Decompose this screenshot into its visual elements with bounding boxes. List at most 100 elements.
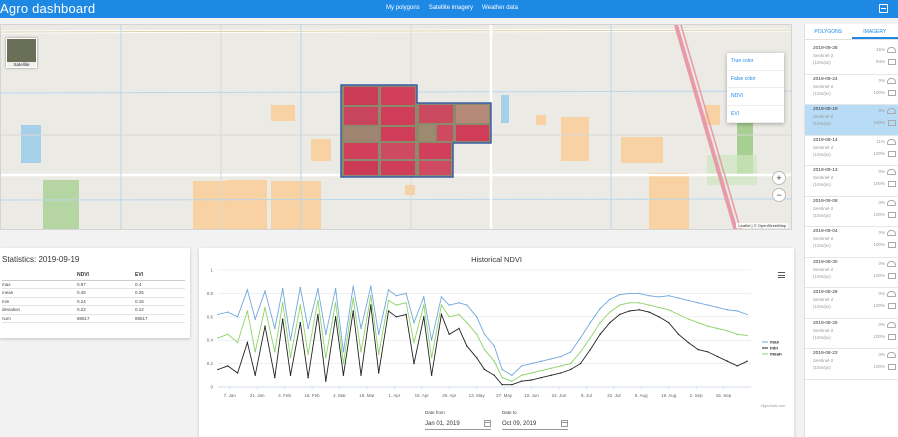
layer-false-color[interactable]: False color	[727, 71, 784, 88]
valid-data-coverage: 100%	[873, 333, 885, 339]
legend-label-mean: mean	[770, 352, 782, 357]
calendar-icon[interactable]	[561, 420, 568, 427]
image-satellite: Sentinel-2	[813, 83, 834, 89]
imagery-list-item[interactable]: 2019-08-28 Sentinel-2 (10m/px) 0% 100%	[805, 288, 898, 319]
imagery-list-item[interactable]: 2019-08-30 Sentinel-2 (10m/px) 0% 100%	[805, 258, 898, 288]
data-point-max	[599, 307, 601, 310]
data-point-min	[521, 380, 523, 382]
tab-imagery[interactable]: IMAGERY	[851, 24, 898, 39]
imagery-list-item[interactable]: 2019-09-04 Sentinel-2 (10m/px) 0% 100%	[805, 227, 898, 258]
imagery-list-item[interactable]: 2019-09-08 Sentinel-2 (10m/px) 0% 100%	[805, 197, 898, 227]
imagery-list-item[interactable]: 2019-09-19 Sentinel-2 (10m/px) 0% 100%	[805, 105, 898, 136]
image-resolution: (10m/px)	[813, 273, 831, 279]
cloud-icon	[887, 169, 896, 175]
imagery-list-item[interactable]: 2019-08-23 Sentinel-2 (10m/px) 0% 100%	[805, 349, 898, 380]
data-point-mean	[307, 353, 309, 355]
data-point-mean	[483, 348, 486, 351]
valid-data-coverage: 100%	[873, 242, 885, 247]
table-row: max 0.87 0.4	[2, 280, 185, 289]
data-point-mean	[511, 380, 513, 382]
chart-credit[interactable]: Highcharts.com	[761, 404, 786, 408]
cloud-coverage: 0%	[878, 77, 885, 83]
layer-evi[interactable]: EVI	[727, 106, 784, 123]
data-point-min	[540, 376, 543, 379]
imagery-list-item[interactable]: 2019-09-14 Sentinel-2 (10m/px) 11% 100%	[805, 136, 898, 166]
data-point-mean	[440, 304, 443, 306]
data-point-max	[707, 304, 709, 306]
data-point-mean	[736, 333, 738, 336]
map-tiles	[1, 25, 791, 229]
data-point-max	[687, 299, 689, 302]
data-point-max	[570, 351, 572, 353]
satellite-layer-toggle[interactable]: Satellite	[6, 38, 37, 68]
image-date: 2019-09-19	[813, 107, 838, 112]
data-point-mean	[466, 321, 468, 324]
data-point-max	[579, 337, 582, 339]
imagery-list-item[interactable]: 2019-09-28 Sentinel-2 (10m/px) 15% 94%	[805, 44, 898, 75]
date-to-input[interactable]: Oct 09, 2019	[502, 418, 568, 430]
x-tick-label: 15. Apr	[415, 393, 430, 398]
table-cell: 0.45	[77, 288, 135, 298]
nav-satellite-imagery[interactable]: Satellite imagery	[428, 5, 474, 11]
main-nav: My polygons Satellite imagery Weather da…	[386, 5, 518, 11]
y-tick-label: 0.6	[207, 314, 214, 319]
map-view[interactable]: Satellite True color False color NDVI EV…	[0, 24, 792, 230]
data-point-mean	[334, 302, 337, 304]
data-point-min	[707, 351, 709, 353]
nav-weather-data[interactable]: Weather data	[482, 5, 518, 11]
exit-icon[interactable]	[879, 4, 888, 13]
image-resolution: (10m/px)	[813, 121, 831, 126]
data-point-mean	[281, 302, 284, 304]
imagery-list-item[interactable]: 2019-09-24 Sentinel-2 (10m/px) 0% 100%	[805, 75, 898, 105]
legend-label-min: min	[770, 346, 778, 351]
data-point-max	[746, 313, 748, 316]
table-cell: 0.12	[135, 305, 185, 315]
table-cell: 88517	[77, 314, 135, 323]
image-date: 2019-08-25	[813, 320, 838, 326]
cloud-coverage: 0%	[878, 260, 885, 266]
data-point-min	[307, 376, 309, 379]
layer-true-color[interactable]: True color	[727, 53, 784, 71]
tab-polygons[interactable]: POLYGONS	[814, 29, 843, 35]
data-point-max	[254, 318, 256, 320]
image-icon	[888, 242, 896, 248]
data-point-max	[560, 355, 562, 358]
app-title: Agro dashboard	[0, 1, 96, 16]
data-point-min	[458, 327, 460, 330]
zoom-in-button[interactable]: +	[772, 171, 786, 185]
nav-my-polygons[interactable]: My polygons	[386, 5, 420, 11]
image-resolution: (10m/px)	[813, 304, 831, 309]
data-point-min	[246, 341, 249, 344]
data-point-min	[342, 374, 345, 376]
calendar-icon[interactable]	[484, 420, 491, 427]
date-from-input[interactable]: Jan 01, 2019	[425, 418, 491, 430]
data-point-min	[687, 341, 689, 344]
data-point-min	[395, 316, 398, 318]
imagery-list-item[interactable]: 2019-08-25 Sentinel-2 (10m/px) 0% 100%	[805, 319, 898, 349]
valid-data-coverage: 100%	[873, 303, 885, 308]
cloud-icon	[887, 321, 896, 328]
layer-menu: True color False color NDVI EVI	[727, 53, 784, 123]
data-point-min	[413, 362, 415, 365]
x-tick-label: 24. Jun	[552, 393, 567, 398]
image-satellite: Sentinel-2	[813, 53, 834, 58]
x-tick-label: 18. Feb	[304, 393, 320, 398]
layer-ndvi[interactable]: NDVI	[727, 88, 784, 106]
table-cell: deviation	[2, 305, 77, 315]
table-cell: 0.15	[135, 297, 185, 306]
data-point-min	[334, 316, 337, 318]
map-attribution[interactable]: Leaflet | © OpenStreetMap	[736, 223, 788, 228]
image-icon	[888, 333, 896, 340]
table-cell: 0.25	[135, 288, 185, 298]
imagery-list-item[interactable]: 2019-09-13 Sentinel-2 (10m/px) 0% 100%	[805, 166, 898, 197]
series-line-min	[217, 305, 748, 386]
cloud-icon	[887, 230, 896, 236]
image-date: 2019-08-23	[813, 351, 838, 356]
zoom-out-button[interactable]: −	[772, 188, 786, 202]
statistics-panel: Statistics: 2019-09-19 NDVI EVI max 0.87 0…	[0, 248, 190, 338]
data-point-min	[317, 313, 319, 316]
chart-menu-icon[interactable]	[778, 272, 785, 278]
data-point-mean	[609, 311, 611, 313]
data-point-mean	[217, 337, 219, 339]
data-point-max	[736, 310, 738, 312]
